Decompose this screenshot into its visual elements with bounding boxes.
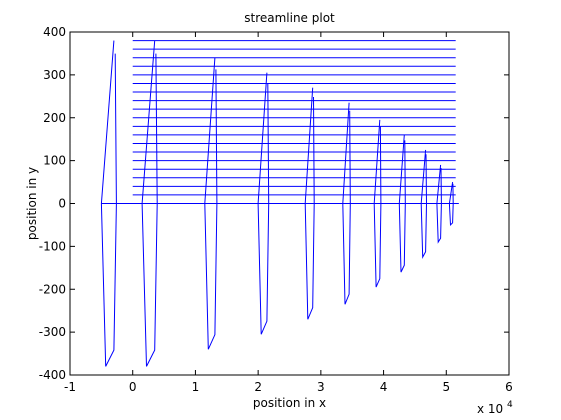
wave-line	[204, 57, 218, 350]
x-axis-exponent-label: x 10 4	[477, 400, 513, 416]
x-axis-exponent-base: x 10	[477, 402, 503, 416]
wave-line	[436, 164, 442, 244]
y-tick-label: -300	[39, 325, 66, 339]
wave-line	[304, 87, 315, 320]
wave-line	[373, 119, 382, 288]
x-tick-label: 4	[380, 380, 388, 394]
x-tick-label: -1	[64, 380, 76, 394]
y-tick-label: -400	[39, 368, 66, 382]
x-tick-label: 3	[317, 380, 325, 394]
x-axis-exponent-power: 4	[507, 400, 513, 410]
x-axis-label: position in x	[253, 396, 326, 410]
y-tick-label: -100	[39, 239, 66, 253]
tick-layer: -1 0 1 2 3 4 5 6 -400 -300 -200 -100 0 100 200 300 400	[39, 25, 513, 394]
y-axis-label: position in y	[25, 167, 39, 240]
x-tick-label: 2	[254, 380, 262, 394]
y-tick-label: -200	[39, 282, 66, 296]
y-tick-label: 400	[43, 25, 66, 39]
wave-line	[100, 40, 117, 367]
data-layer	[100, 40, 459, 367]
chart-title: streamline plot	[244, 11, 335, 25]
x-tick-label: 1	[192, 380, 200, 394]
wave-line	[398, 134, 406, 273]
x-tick-label: 6	[505, 380, 513, 394]
y-tick-label: 0	[58, 197, 66, 211]
y-tick-label: 300	[43, 68, 66, 82]
wave-line	[448, 182, 454, 227]
x-tick-label: 0	[129, 380, 137, 394]
y-tick-label: 100	[43, 154, 66, 168]
wave-line	[420, 149, 428, 259]
y-tick-label: 200	[43, 111, 66, 125]
wave-line	[141, 40, 158, 367]
x-tick-label: 5	[442, 380, 450, 394]
wave-line	[257, 72, 270, 335]
wave-line	[342, 102, 351, 305]
